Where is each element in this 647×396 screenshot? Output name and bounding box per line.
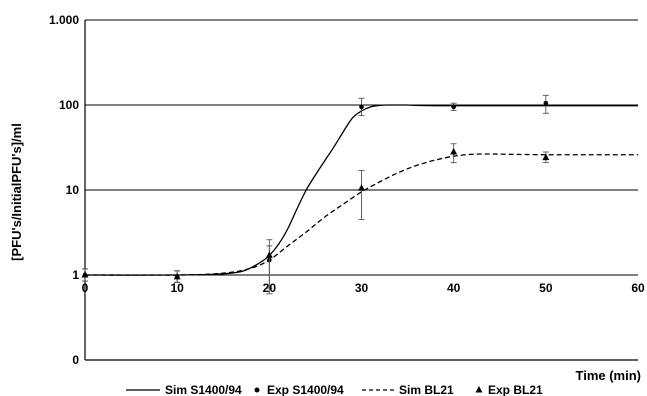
x-tick-label: 20 [263, 281, 277, 295]
legend-label-sim-s1400: Sim S1400/94 [165, 383, 242, 396]
legend-label-sim-bl21: Sim BL21 [399, 383, 454, 396]
data-point-exp-s1400-94 [359, 104, 364, 110]
legend-marker-exp-s1400 [254, 387, 260, 393]
data-point-exp-bl21 [173, 272, 181, 280]
series-line-sim-s1400-94 [84, 104, 638, 276]
y-axis-title: [PFU's/InitialPFU's]/ml [9, 123, 24, 261]
gridlines [85, 19, 638, 276]
data-point-exp-s1400-94 [451, 104, 456, 110]
data-point-exp-bl21 [265, 251, 273, 258]
x-axis-title: Time (min) [576, 368, 642, 383]
x-tick-label: 10 [170, 281, 184, 295]
legend-label-exp-bl21: Exp BL21 [488, 383, 543, 396]
x-tick-label: 50 [539, 281, 553, 295]
data-point-exp-s1400-94 [543, 100, 549, 106]
x-tick-label: 60 [631, 281, 645, 295]
data-point-exp-bl21 [81, 271, 89, 278]
y-tick-label: 100 [59, 98, 79, 112]
x-tick-label: 30 [355, 281, 369, 295]
x-tick-label: 0 [82, 281, 89, 295]
y-tick-label: 0 [72, 353, 79, 367]
data-point-exp-bl21 [450, 147, 458, 155]
plot-area [81, 94, 638, 295]
y-tick-label: 1 [72, 268, 79, 282]
legend-marker-exp-bl21 [475, 386, 483, 393]
legend-label-exp-s1400: Exp S1400/94 [267, 383, 344, 396]
x-tick-label: 40 [447, 281, 461, 295]
y-tick-label: 1.000 [49, 13, 79, 27]
series-line-sim-bl21 [84, 153, 638, 276]
data-point-exp-bl21 [542, 153, 550, 161]
legend: Sim S1400/94 Exp S1400/94 Sim BL21 Exp B… [126, 383, 543, 396]
axes [84, 20, 638, 361]
y-tick-label: 10 [66, 183, 80, 197]
data-point-exp-bl21 [358, 184, 365, 191]
